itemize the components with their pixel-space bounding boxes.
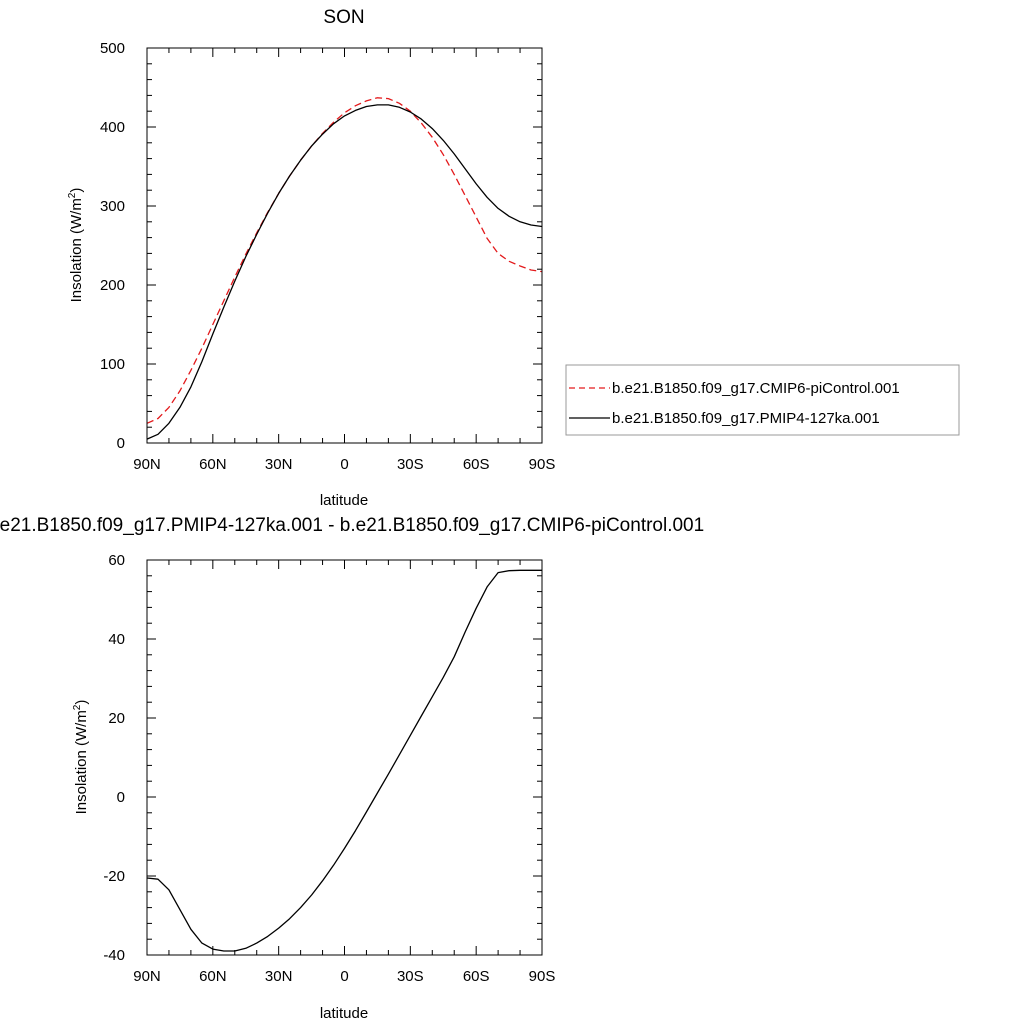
top-panel: SON 90N 60N 30N 0 30S 60S 90S 0 100 200 300 400 500… — [67, 7, 960, 509]
y-tick-label: 300 — [100, 198, 125, 215]
y-tick-label: 400 — [100, 119, 125, 136]
x-tick-label: 30N — [265, 456, 293, 473]
legend: b.e21.B1850.f09_g17.CMIP6-piControl.001 … — [565, 364, 960, 436]
bottom-x-tick-labels: 90N 60N 30N 0 30S 60S 90S — [133, 968, 555, 985]
bottom-y-tick-labels: -40 -20 0 20 40 60 — [103, 552, 125, 964]
bottom-chart-title: b.e21.B1850.f09_g17.PMIP4-127ka.001 - b.… — [0, 515, 704, 536]
x-tick-label: 90S — [529, 968, 556, 985]
top-y-axis-label: Insolation (W/m2) — [67, 188, 85, 303]
bottom-major-ticks — [146, 559, 543, 956]
y-tick-label: 100 — [100, 356, 125, 373]
bottom-minor-ticks — [147, 560, 542, 955]
x-tick-label: 60S — [463, 968, 490, 985]
series-line-b-e21-b1850-f09-g17-pmip4-127ka-001 — [146, 104, 543, 440]
top-y-axis-label-end: ) — [68, 188, 85, 193]
top-x-axis-label: latitude — [320, 492, 368, 509]
top-x-tick-labels: 90N 60N 30N 0 30S 60S 90S — [133, 456, 555, 473]
series-line-b-e21-b1850-f09-g17-cmip6-picontrol-001 — [146, 97, 543, 424]
x-tick-label: 90S — [529, 456, 556, 473]
bottom-y-axis-label-sup: 2 — [72, 704, 83, 710]
x-tick-label: 30S — [397, 968, 424, 985]
bottom-y-axis-label: Insolation (W/m2) — [72, 700, 90, 815]
top-plot-frame — [146, 47, 543, 444]
bottom-y-axis-label-main: Insolation (W/m — [73, 710, 90, 814]
x-tick-label: 90N — [133, 968, 161, 985]
bottom-y-axis-label-end: ) — [73, 700, 90, 705]
bottom-panel: b.e21.B1850.f09_g17.PMIP4-127ka.001 - b.… — [0, 515, 704, 1022]
bottom-series-lines — [146, 569, 542, 952]
top-major-ticks — [146, 47, 543, 444]
y-tick-label: 20 — [108, 710, 125, 727]
y-tick-label: 60 — [108, 552, 125, 569]
y-tick-label: 40 — [108, 631, 125, 648]
x-tick-label: 30N — [265, 968, 293, 985]
y-tick-label: -40 — [103, 947, 125, 964]
legend-label-127ka: b.e21.B1850.f09_g17.PMIP4-127ka.001 — [612, 410, 880, 427]
bottom-x-axis-label: latitude — [320, 1005, 368, 1022]
y-tick-label: 0 — [117, 435, 125, 452]
x-tick-label: 90N — [133, 456, 161, 473]
x-tick-label: 30S — [397, 456, 424, 473]
top-y-axis-label-main: Insolation (W/m — [68, 198, 85, 302]
x-tick-label: 60N — [199, 456, 227, 473]
bottom-plot-frame — [146, 559, 543, 956]
y-tick-label: 0 — [117, 789, 125, 806]
y-tick-label: 200 — [100, 277, 125, 294]
legend-label-picontrol: b.e21.B1850.f09_g17.CMIP6-piControl.001 — [612, 380, 900, 397]
top-y-tick-labels: 0 100 200 300 400 500 — [100, 40, 125, 452]
top-y-axis-label-sup: 2 — [67, 192, 78, 198]
x-tick-label: 0 — [340, 968, 348, 985]
legend-box — [565, 364, 960, 436]
x-tick-label: 60S — [463, 456, 490, 473]
top-minor-ticks — [147, 48, 542, 443]
y-tick-label: 500 — [100, 40, 125, 57]
y-tick-label: -20 — [103, 868, 125, 885]
x-tick-label: 60N — [199, 968, 227, 985]
top-series-lines — [146, 97, 543, 440]
x-tick-label: 0 — [340, 456, 348, 473]
series-line-difference — [146, 569, 542, 952]
top-chart-title: SON — [323, 7, 364, 28]
